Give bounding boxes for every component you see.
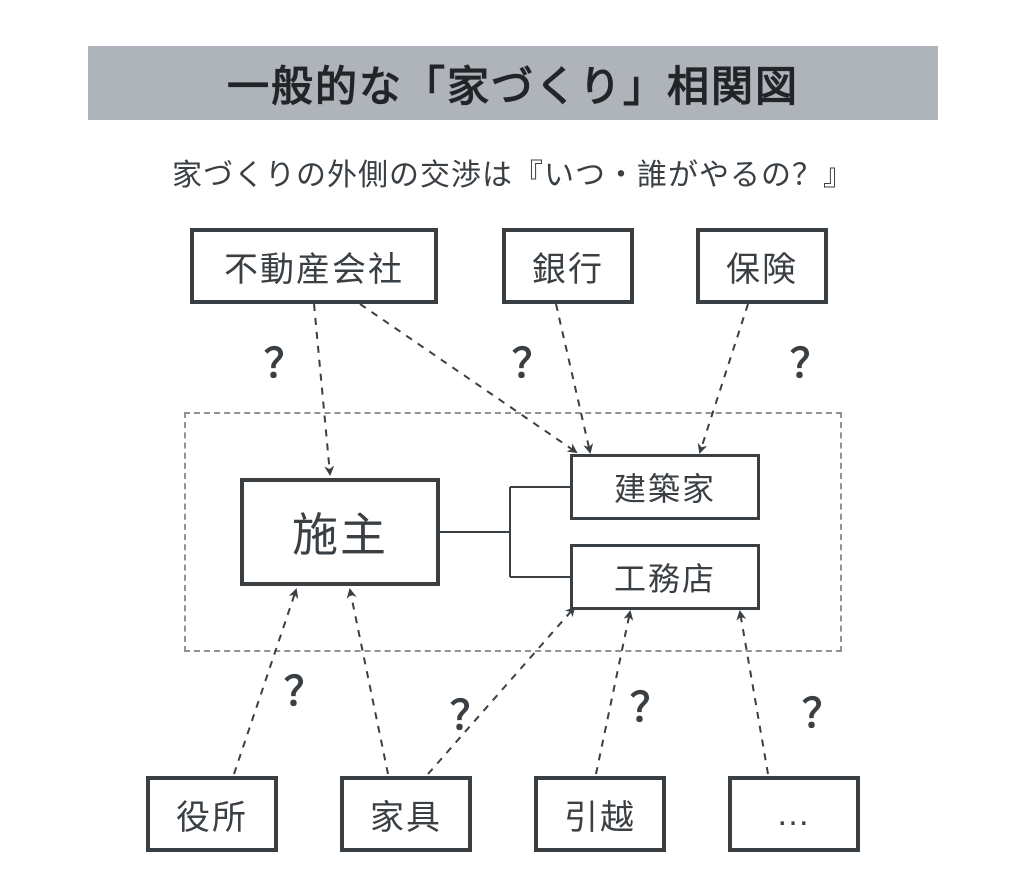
node-real-estate: 不動産会社 [190,228,438,304]
node-label: … [776,795,812,834]
qmark-cityhall: ？ [284,659,324,717]
node-label: 役所 [176,790,248,839]
node-furniture: 家具 [340,776,472,852]
node-label: 建築家 [614,464,716,510]
node-cityhall: 役所 [146,776,278,852]
qmark-moving: ？ [630,675,670,733]
node-builder: 工務店 [570,544,760,610]
node-label: 引越 [564,790,636,839]
node-label: 保険 [726,242,798,291]
node-label: 工務店 [614,554,716,600]
qmark-insurance: ？ [790,331,830,389]
node-etc: … [728,776,860,852]
qmark-bank: ？ [512,331,552,389]
node-architect: 建築家 [570,454,760,520]
node-bank: 銀行 [502,228,634,304]
node-owner: 施主 [240,478,440,586]
node-label: 銀行 [532,242,604,291]
node-label: 家具 [370,790,442,839]
title-band: 一般的な「家づくり」相関図 [88,46,938,120]
qmark-etc: ？ [802,681,842,739]
node-label: 不動産会社 [224,242,404,291]
node-label: 施主 [292,499,388,565]
diagram-canvas: 一般的な「家づくり」相関図 家づくりの外側の交渉は『いつ・誰がやるの？』 不動産… [0,0,1026,880]
node-moving: 引越 [534,776,666,852]
qmark-real-estate: ？ [264,331,304,389]
subtitle: 家づくりの外側の交渉は『いつ・誰がやるの？』 [88,150,938,190]
node-insurance: 保険 [696,228,828,304]
qmark-furniture: ？ [450,683,490,741]
